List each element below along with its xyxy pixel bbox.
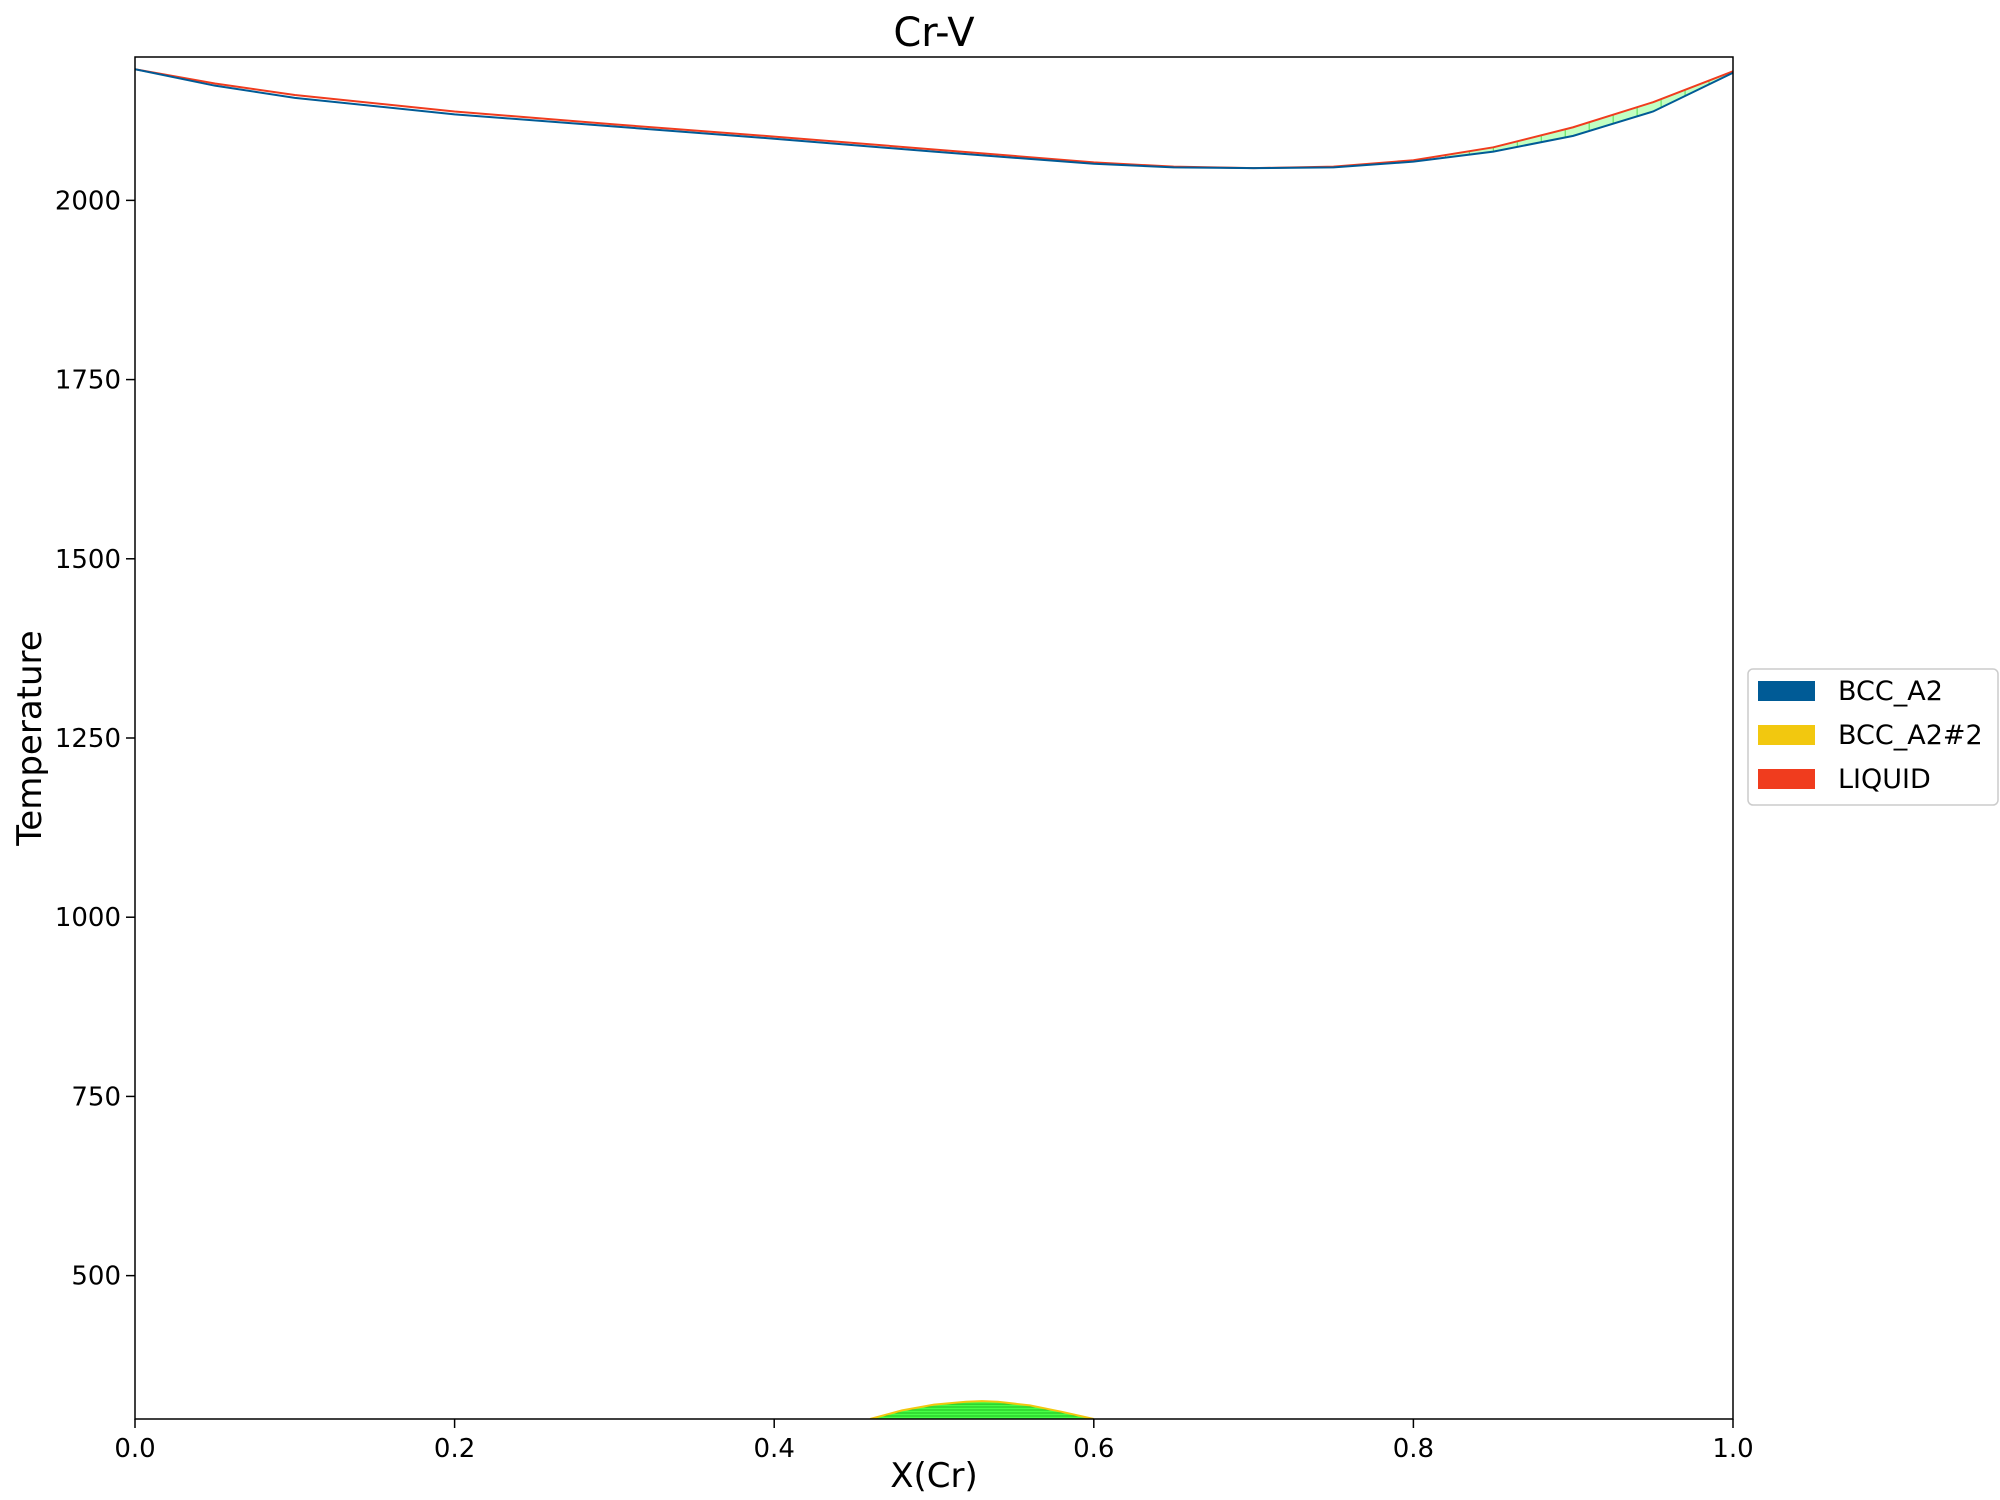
- legend-swatch-bcc-a2-2: [1758, 725, 1815, 745]
- legend-label-liquid: LIQUID: [1838, 764, 1931, 795]
- legend-swatch-bcc-a2: [1758, 681, 1815, 701]
- y-tick-label: 1750: [55, 366, 121, 396]
- y-tick-label: 1250: [55, 724, 121, 754]
- y-tick-label: 750: [71, 1082, 121, 1112]
- x-tick-label: 0.6: [1073, 1434, 1114, 1464]
- x-axis-label: X(Cr): [890, 1456, 978, 1496]
- x-tick-label: 0.2: [434, 1434, 475, 1464]
- y-tick-label: 1000: [55, 903, 121, 933]
- legend-label-bcc-a2: BCC_A2: [1838, 676, 1943, 707]
- x-tick-label: 0.8: [1393, 1434, 1434, 1464]
- x-tick-label: 1.0: [1712, 1434, 1753, 1464]
- series-line-bcc-a2-2: [869, 1400, 1095, 1419]
- y-tick-label: 2000: [55, 186, 121, 216]
- legend-label-bcc-a2-2: BCC_A2#2: [1838, 720, 1983, 751]
- y-axis-label: Temperature: [10, 630, 50, 846]
- plot-content: [135, 68, 1733, 1419]
- x-axis-ticks: 0.0 0.2 0.4 0.6 0.8 1.0: [114, 1419, 1754, 1464]
- y-axis-ticks: 500 750 1000 1250 1500 1750 2000: [55, 186, 135, 1292]
- x-tick-label: 0.4: [754, 1434, 795, 1464]
- series-line-bcc-a2: [135, 68, 1733, 170]
- legend: BCC_A2 BCC_A2#2 LIQUID: [1747, 668, 1999, 806]
- melting-gap-region: [1445, 71, 1733, 158]
- chart-title: Cr-V: [893, 10, 975, 56]
- y-tick-label: 500: [71, 1262, 121, 1292]
- x-tick-label: 0.0: [114, 1434, 155, 1464]
- y-tick-label: 1500: [55, 545, 121, 575]
- legend-swatch-liquid: [1758, 769, 1815, 789]
- series-line-liquid: [135, 68, 1733, 170]
- plot-frame: [134, 56, 1734, 1420]
